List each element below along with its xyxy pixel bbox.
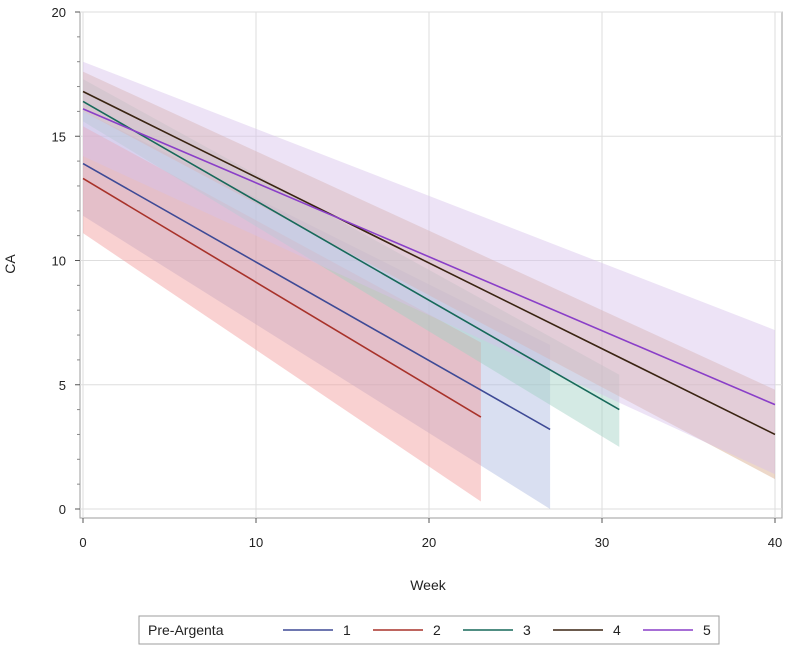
y-tick-label: 15 <box>52 129 66 144</box>
y-axis-ticks: 0 5 10 15 20 <box>52 5 80 517</box>
x-axis-ticks: 0 10 20 30 40 <box>79 518 782 550</box>
x-tick-label: 10 <box>249 535 263 550</box>
confidence-band-series-5 <box>83 61 775 475</box>
confidence-band-series-3 <box>83 79 620 447</box>
legend-title: Pre-Argenta <box>148 622 224 638</box>
series-line-1 <box>82 162 551 431</box>
x-tick-label: 40 <box>768 535 782 550</box>
x-axis-title: Week <box>410 577 447 593</box>
y-tick-label: 20 <box>52 5 66 20</box>
gridlines <box>80 11 782 518</box>
series-lines <box>82 90 776 436</box>
x-tick-label: 20 <box>422 535 436 550</box>
series-line-2 <box>82 177 482 418</box>
legend-label-1: 1 <box>343 622 351 638</box>
confidence-bands <box>83 61 775 510</box>
legend-label-4: 4 <box>613 622 621 638</box>
legend-frame <box>138 615 720 645</box>
y-tick-label: 5 <box>59 378 66 393</box>
confidence-band-series-1 <box>83 111 551 510</box>
series-line-4 <box>82 90 776 436</box>
series-line-5 <box>82 108 776 406</box>
legend: Pre-Argenta 1 2 3 4 5 <box>138 615 720 645</box>
confidence-band-series-4 <box>83 71 775 480</box>
legend-label-3: 3 <box>523 622 531 638</box>
legend-label-2: 2 <box>433 622 441 638</box>
plot-frame <box>79 11 783 519</box>
y-axis-title: CA <box>2 254 18 274</box>
y-tick-label: 0 <box>59 502 66 517</box>
series-line-3 <box>82 100 620 411</box>
x-tick-label: 30 <box>595 535 609 550</box>
y-tick-label: 10 <box>52 254 66 269</box>
legend-label-5: 5 <box>703 622 711 638</box>
x-tick-label: 0 <box>79 535 86 550</box>
